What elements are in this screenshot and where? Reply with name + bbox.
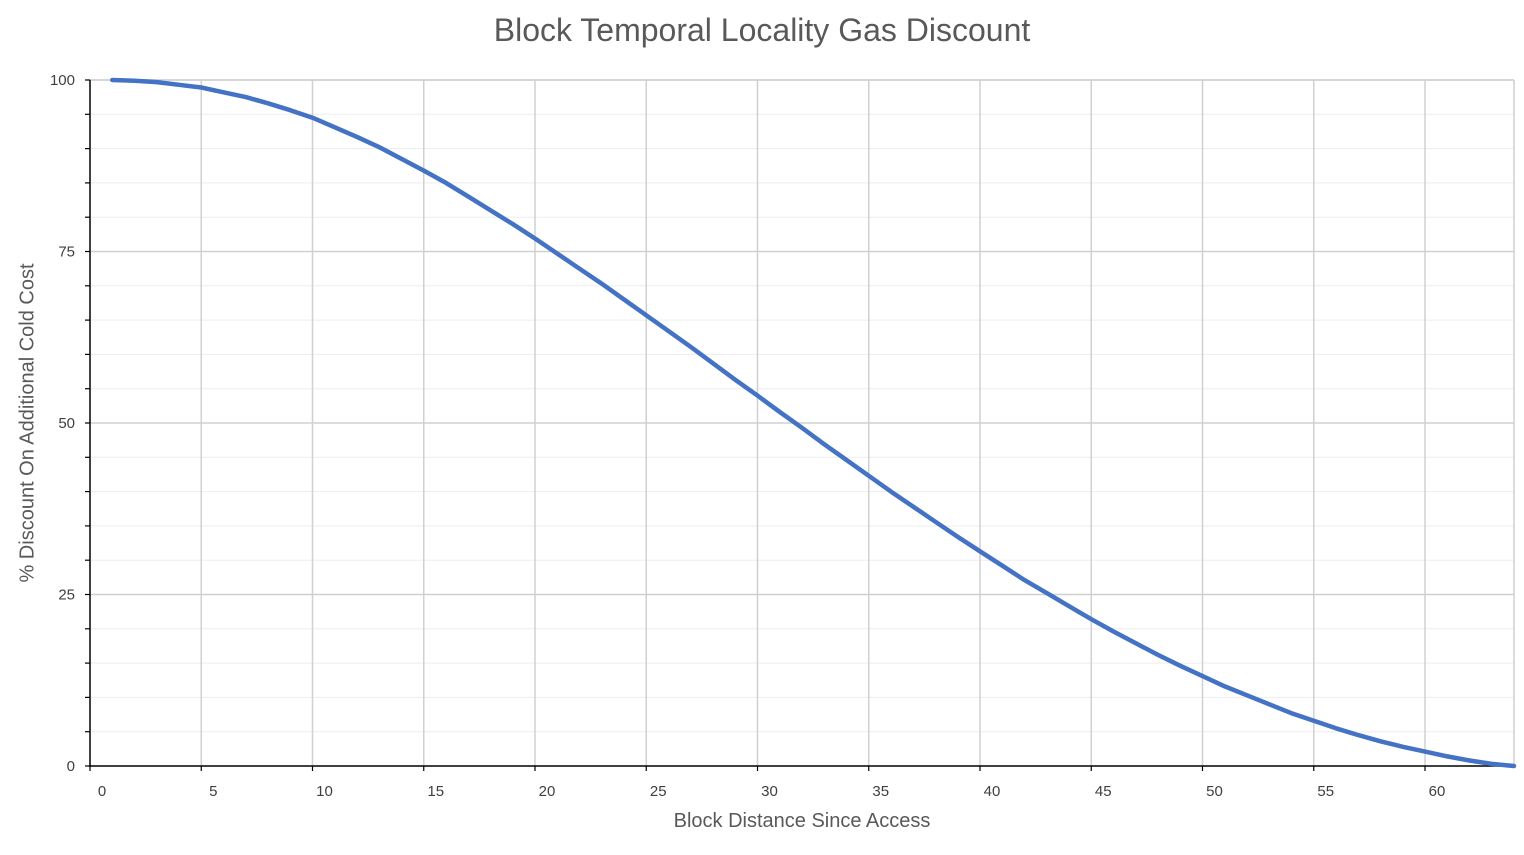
y-tick-label: 0 — [67, 758, 75, 775]
y-axis-label: % Discount On Additional Cold Cost — [16, 263, 39, 583]
x-tick-label: 40 — [984, 783, 1001, 800]
x-tick-label: 55 — [1317, 783, 1334, 800]
x-tick-label: 20 — [539, 783, 556, 800]
x-tick-label: 15 — [427, 783, 444, 800]
x-tick-label: 35 — [872, 783, 889, 800]
x-tick-label: 45 — [1095, 783, 1112, 800]
x-axis-label: Block Distance Since Access — [673, 810, 931, 832]
x-tick-label: 10 — [316, 783, 333, 800]
x-tick-label: 5 — [209, 783, 217, 800]
minor-gridlines — [90, 113, 1514, 733]
y-tick-label: 100 — [50, 72, 75, 89]
x-tick-label: 50 — [1206, 783, 1223, 800]
x-tick-label: 30 — [761, 783, 778, 800]
y-tick-label: 25 — [58, 587, 75, 604]
x-tick-label: 0 — [98, 783, 106, 800]
series-lines — [110, 77, 1517, 769]
x-tick-label: 25 — [650, 783, 667, 800]
y-tick-label: 50 — [58, 415, 75, 432]
y-tick-labels: 0 25 50 75 100 — [50, 72, 75, 775]
axes — [85, 79, 1514, 771]
major-gridlines — [90, 79, 1515, 766]
series-line-0 — [110, 77, 1517, 769]
x-tick-label: 60 — [1429, 783, 1446, 800]
y-tick-label: 75 — [58, 244, 75, 261]
chart-title: Block Temporal Locality Gas Discount — [493, 12, 1031, 48]
x-tick-labels: 0 5 10 15 20 25 30 35 40 45 50 55 60 — [98, 783, 1446, 800]
